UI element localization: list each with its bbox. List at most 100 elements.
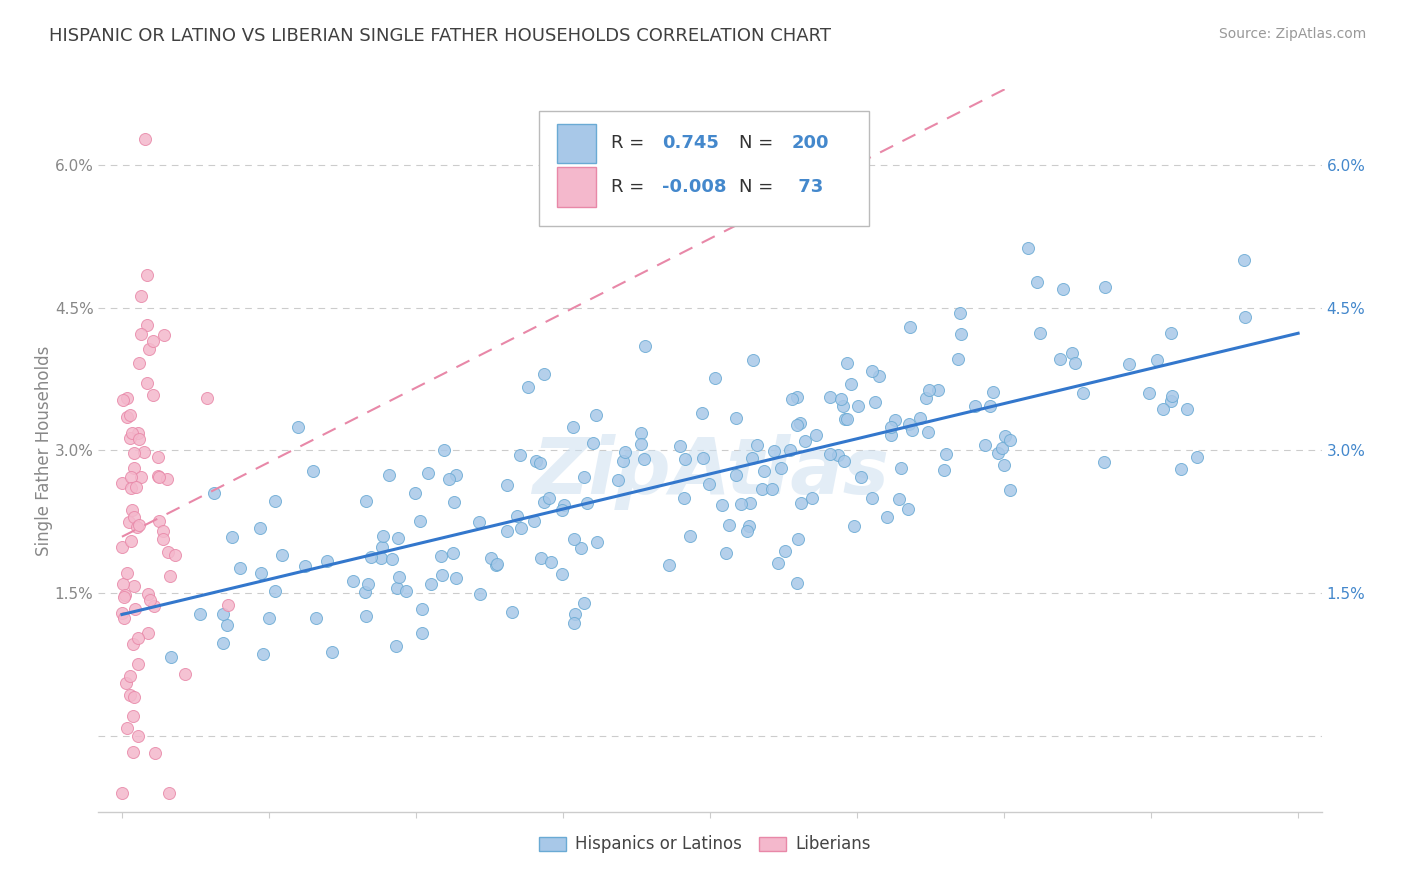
- Point: [517, 380, 540, 394]
- Text: N =: N =: [740, 135, 773, 153]
- Text: ZipAtlas: ZipAtlas: [531, 434, 889, 510]
- Point: [673, 452, 696, 467]
- Point: [612, 453, 634, 467]
- Point: [125, 480, 148, 494]
- Point: [146, 450, 169, 464]
- Point: [444, 468, 467, 483]
- Point: [139, 592, 162, 607]
- Point: [993, 458, 1015, 472]
- Point: [429, 549, 451, 563]
- Point: [897, 417, 920, 431]
- Point: [908, 411, 931, 425]
- Text: HISPANIC OR LATINO VS LIBERIAN SINGLE FATHER HOUSEHOLDS CORRELATION CHART: HISPANIC OR LATINO VS LIBERIAN SINGLE FA…: [49, 27, 831, 45]
- Point: [122, 709, 145, 723]
- Point: [381, 551, 404, 566]
- Point: [770, 460, 793, 475]
- Point: [305, 611, 328, 625]
- Point: [174, 667, 197, 681]
- Point: [509, 448, 531, 462]
- Point: [156, 472, 179, 486]
- Point: [138, 587, 160, 601]
- Point: [917, 383, 939, 397]
- Point: [839, 376, 862, 391]
- Point: [613, 445, 636, 459]
- Point: [1170, 461, 1192, 475]
- Point: [152, 524, 174, 539]
- Point: [404, 486, 426, 500]
- Point: [118, 408, 141, 422]
- Point: [780, 392, 803, 407]
- Point: [981, 385, 1004, 400]
- Point: [134, 132, 156, 146]
- Point: [668, 439, 690, 453]
- Point: [630, 437, 652, 451]
- Point: [263, 583, 285, 598]
- Point: [832, 454, 855, 468]
- Point: [111, 786, 134, 800]
- Point: [117, 566, 139, 581]
- Point: [252, 648, 274, 662]
- Point: [360, 549, 382, 564]
- FancyBboxPatch shape: [538, 837, 565, 852]
- Point: [1026, 275, 1049, 289]
- Point: [249, 566, 271, 580]
- Point: [884, 412, 907, 426]
- Point: [533, 367, 555, 381]
- Point: [741, 450, 763, 465]
- Point: [766, 556, 789, 570]
- Point: [112, 611, 135, 625]
- Point: [718, 518, 741, 533]
- Point: [550, 567, 572, 582]
- Point: [979, 399, 1001, 413]
- Point: [834, 411, 856, 425]
- Point: [212, 607, 235, 621]
- Point: [827, 448, 849, 462]
- Point: [468, 586, 491, 600]
- Y-axis label: Single Father Households: Single Father Households: [35, 345, 52, 556]
- Point: [486, 558, 509, 572]
- Point: [215, 618, 238, 632]
- Point: [901, 423, 924, 437]
- Point: [551, 503, 574, 517]
- Point: [1049, 352, 1071, 367]
- Point: [132, 445, 155, 459]
- Point: [634, 339, 657, 353]
- Point: [751, 483, 773, 497]
- Point: [122, 690, 145, 704]
- Point: [917, 425, 939, 440]
- Point: [111, 392, 134, 407]
- Point: [752, 464, 775, 478]
- Point: [129, 289, 152, 303]
- Point: [818, 390, 841, 404]
- Point: [1234, 310, 1257, 324]
- Point: [354, 585, 377, 599]
- Point: [1152, 401, 1174, 416]
- Point: [321, 644, 343, 658]
- Point: [562, 532, 585, 546]
- Point: [411, 601, 433, 615]
- Point: [342, 574, 364, 588]
- Point: [529, 456, 551, 470]
- Point: [114, 588, 136, 602]
- Point: [135, 318, 157, 332]
- Point: [741, 353, 763, 368]
- Text: Liberians: Liberians: [796, 835, 872, 854]
- Point: [880, 420, 903, 434]
- Point: [120, 431, 142, 445]
- Point: [569, 541, 592, 555]
- Point: [112, 577, 135, 591]
- Point: [120, 469, 142, 483]
- Point: [433, 443, 456, 458]
- Point: [409, 514, 432, 528]
- Point: [540, 555, 562, 569]
- Point: [1060, 346, 1083, 360]
- Point: [195, 392, 218, 406]
- Point: [585, 534, 607, 549]
- Point: [533, 495, 555, 509]
- Point: [257, 611, 280, 625]
- Point: [1063, 356, 1085, 370]
- Point: [711, 498, 734, 512]
- Point: [148, 469, 170, 483]
- Point: [120, 533, 142, 548]
- Point: [156, 544, 179, 558]
